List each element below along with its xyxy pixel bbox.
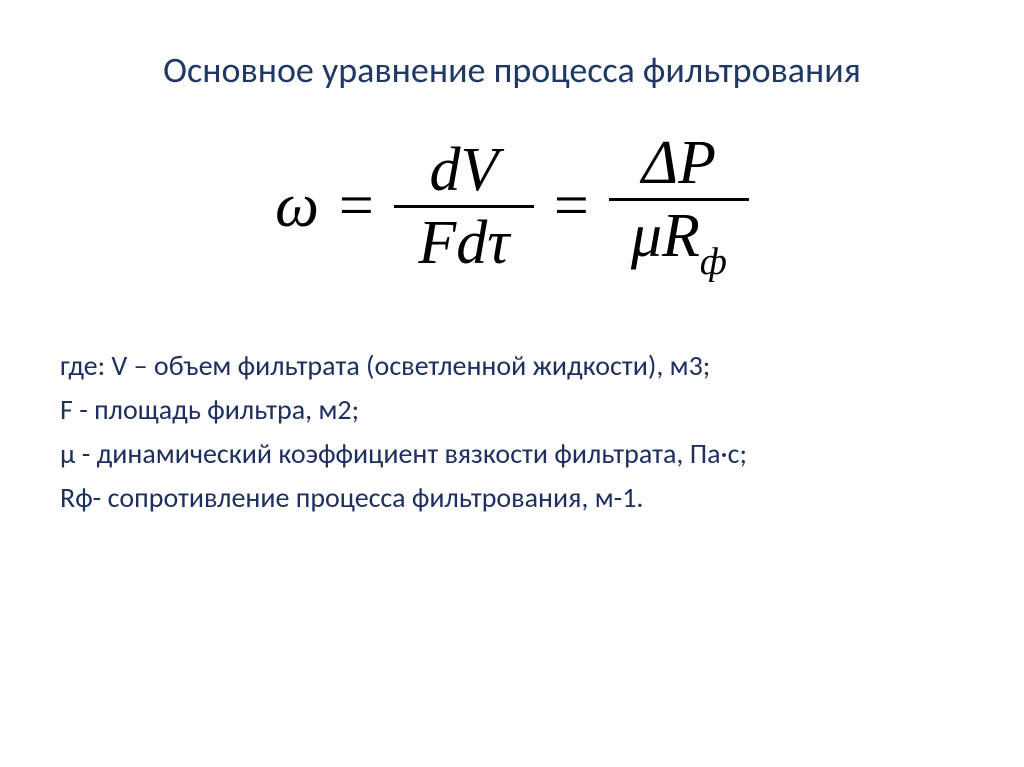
def-Rf: Rф- сопротивление процесса фильтрования,… <box>60 477 968 519</box>
eq-frac2-den: μRф <box>621 201 737 285</box>
eq-equals-1: = <box>339 171 374 242</box>
slide: Основное уравнение процесса фильтрования… <box>0 0 1024 767</box>
def-V: где: V – объем фильтрата (осветленной жи… <box>60 345 968 387</box>
def-F: F - площадь фильтра, м2; <box>60 389 968 431</box>
eq-mu: μ <box>631 202 662 270</box>
eq-equals-2: = <box>554 171 589 242</box>
definitions-block: где: V – объем фильтрата (осветленной жи… <box>56 345 968 519</box>
eq-fraction-2: ΔP μRф <box>609 128 749 285</box>
eq-lhs-omega: ω <box>275 171 319 242</box>
slide-title: Основное уравнение процесса фильтрования <box>56 48 968 92</box>
eq-frac1-den: Fdτ <box>408 208 519 278</box>
equation-block: ω = dV Fdτ = ΔP μRф <box>56 128 968 285</box>
filtration-equation: ω = dV Fdτ = ΔP μRф <box>275 128 749 285</box>
eq-fraction-1: dV Fdτ <box>394 135 534 278</box>
eq-R-subscript: ф <box>700 243 727 281</box>
def-mu: μ - динамический коэффициент вязкости фи… <box>60 433 968 475</box>
eq-frac2-num: ΔP <box>642 129 716 197</box>
eq-frac1-num: dV <box>419 135 508 205</box>
eq-R: R <box>662 202 700 270</box>
